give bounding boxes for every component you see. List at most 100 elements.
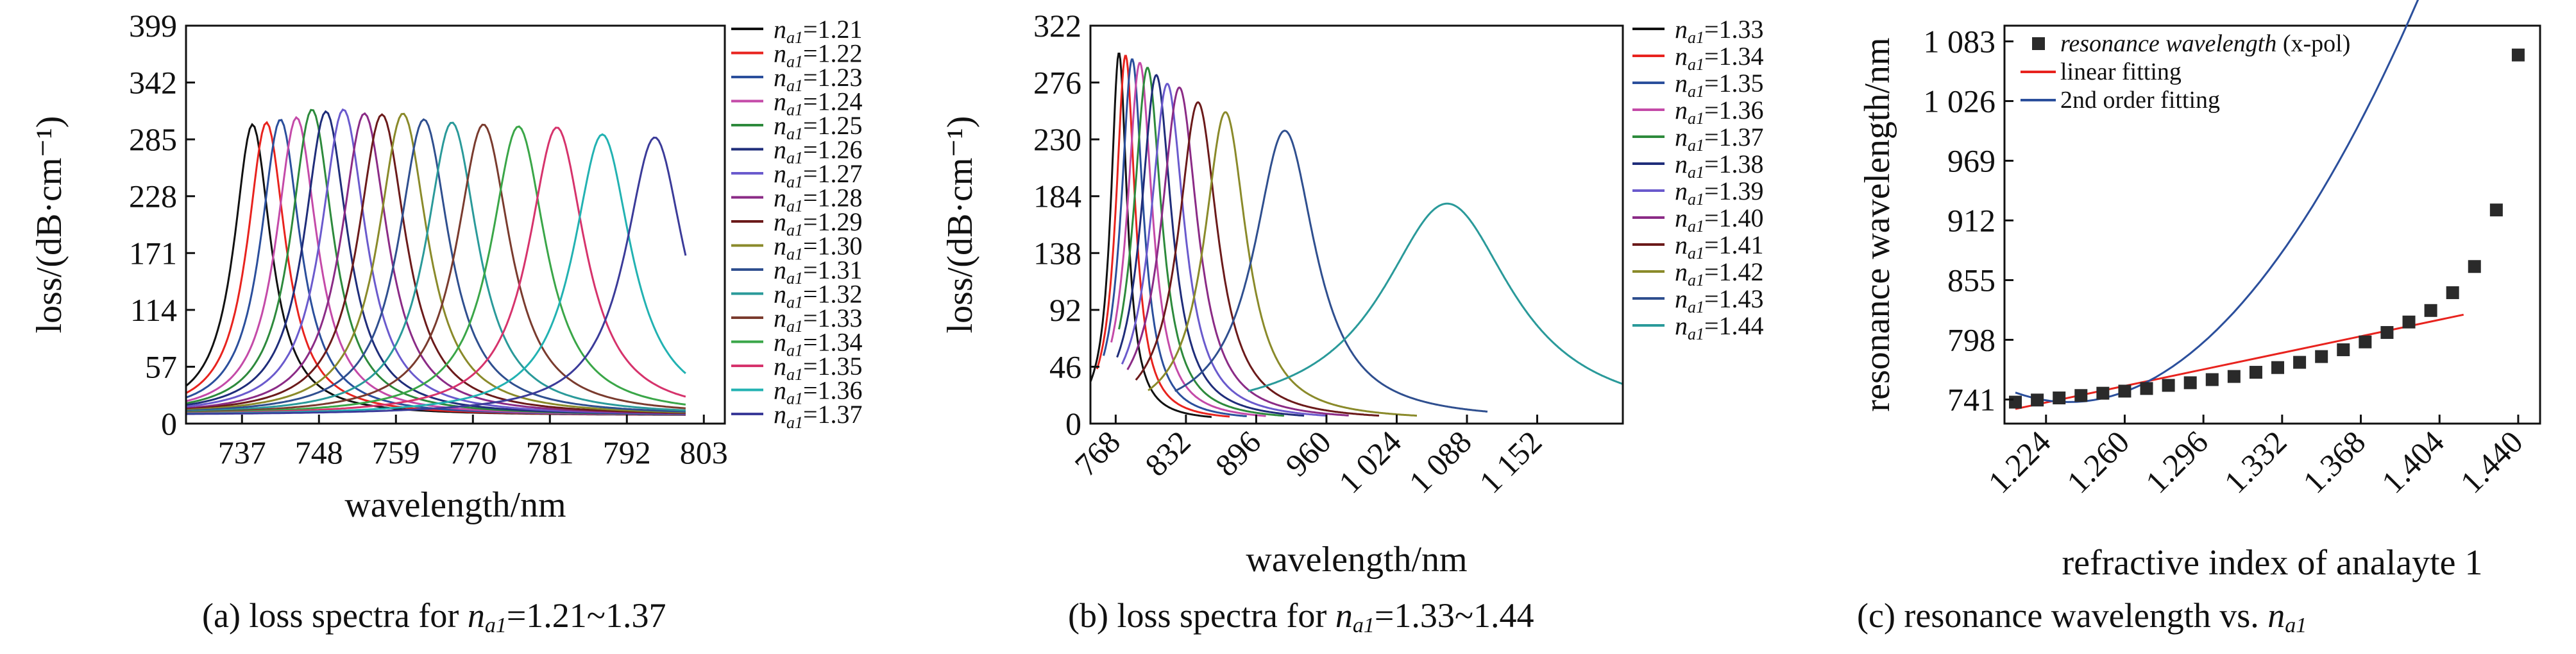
legend-label-b: na1=1.41 (1675, 230, 1764, 262)
data-point (2009, 395, 2022, 409)
legend-label-b: na1=1.37 (1675, 123, 1764, 155)
legend-label-b: na1=1.33 (1675, 15, 1764, 47)
y-tick-label-c: 741 (1947, 381, 1996, 417)
series-line-1.33 (186, 123, 686, 413)
legend-label-b: na1=1.43 (1675, 284, 1764, 316)
legend-label-b: na1=1.38 (1675, 150, 1764, 182)
y-axis-label-c: resonance wavelength/nm (1858, 37, 1897, 411)
data-point (2489, 203, 2503, 217)
y-tick-label-b: 46 (1049, 349, 1081, 384)
x-tick-label-a: 792 (603, 435, 651, 470)
series-line-1.34 (186, 125, 686, 414)
legend-label-a: na1=1.30 (774, 232, 863, 264)
plot-frame-b (1089, 24, 1624, 425)
y-tick-label-c: 1 083 (1924, 23, 1996, 59)
legend-label-a: na1=1.33 (774, 304, 863, 336)
x-tick-label-c: 1.332 (2217, 424, 2293, 500)
legend-label-a: na1=1.25 (774, 111, 863, 143)
series-line-1.35 (186, 126, 686, 415)
legend-label-a: na1=1.27 (774, 159, 863, 191)
legend-label-b: na1=1.42 (1675, 257, 1764, 289)
legend-label-a: na1=1.26 (774, 135, 863, 168)
series-line-1.39 (1121, 83, 1326, 417)
y-tick-label-b: 230 (1033, 121, 1081, 157)
legend-label-linear: linear fitting (2060, 58, 2182, 85)
data-point (2249, 366, 2262, 379)
series-line-1.32 (186, 121, 686, 413)
x-tick-label-a: 737 (218, 435, 266, 470)
data-point (2446, 286, 2459, 300)
series-line-1.38 (1116, 74, 1305, 417)
series-line-1.34 (1096, 55, 1230, 418)
legend-label-b: na1=1.44 (1675, 311, 1764, 343)
y-tick-label-b: 184 (1033, 178, 1081, 214)
data-point (2293, 356, 2307, 369)
series-line-1.29 (186, 113, 686, 414)
x-axis-label-a: wavelength/nm (344, 485, 566, 525)
y-tick-label-c: 969 (1947, 142, 1996, 178)
caption-b: (b) loss spectra for na1=1.33~1.44 (1068, 596, 1534, 637)
legend-marker-resonance (2032, 37, 2045, 50)
series-line-1.37 (1118, 67, 1285, 417)
y-tick-label-c: 1 026 (1924, 83, 1996, 119)
series-line-1.31 (186, 118, 686, 413)
legend-label-a: na1=1.31 (774, 255, 863, 288)
x-tick-label-a: 759 (372, 435, 420, 470)
data-point (2227, 370, 2241, 383)
legend-label-a: na1=1.36 (774, 376, 863, 408)
data-point (2337, 343, 2350, 356)
series-group-a (186, 108, 687, 416)
panel-c-resonance-wavelength: 741 798 855 912 969 1 026 1 083 1.224 1.260 1.296… (1858, 0, 2541, 583)
legend-label-b: na1=1.35 (1675, 69, 1764, 101)
legend-label-a: na1=1.29 (774, 207, 863, 239)
data-point (2359, 335, 2372, 349)
data-point (2315, 350, 2328, 363)
legend-label-a: na1=1.24 (774, 87, 863, 119)
data-point (2140, 382, 2153, 395)
legend-label-a: na1=1.35 (774, 352, 863, 384)
legend-label-b: na1=1.34 (1675, 42, 1764, 74)
y-tick-label-a: 285 (129, 121, 177, 157)
y-tick-label-c: 798 (1947, 322, 1996, 357)
y-axis-label-a: loss/(dB·cm⁻¹) (30, 116, 69, 334)
plot-frame-c (2003, 24, 2541, 425)
data-point (2468, 260, 2481, 273)
data-point (2074, 389, 2088, 402)
data-point (2031, 393, 2044, 407)
data-point (2053, 392, 2066, 405)
panel-a-loss-spectra: 0 57 114 171 228 285 342 399 737 748 759 770 781 792 8… (30, 8, 863, 525)
series-line-1.35 (1103, 58, 1247, 417)
y-tick-label-b: 138 (1033, 235, 1081, 271)
y-axis-label-b: loss/(dB·cm⁻¹) (940, 116, 980, 334)
legend-label-a: na1=1.23 (774, 63, 863, 95)
quadratic-fit-line (2015, 0, 2419, 403)
x-tick-label-a: 748 (295, 435, 343, 470)
x-tick-label-c: 1.224 (1981, 424, 2057, 500)
series-line-1.41 (1135, 101, 1380, 417)
y-tick-label-a: 171 (129, 235, 177, 271)
y-tick-label-a: 228 (129, 178, 177, 214)
y-tick-label-a: 114 (130, 292, 177, 328)
data-point (2162, 379, 2175, 392)
x-tick-label-b: 960 (1278, 424, 1338, 483)
x-tick-label-c: 1.368 (2296, 424, 2372, 500)
y-tick-label-c: 855 (1947, 262, 1996, 298)
caption-a: (a) loss spectra for na1=1.21~1.37 (202, 596, 666, 637)
series-group-b (1090, 53, 1623, 418)
x-tick-label-c: 1.260 (2060, 424, 2136, 500)
data-point (2271, 361, 2285, 374)
y-tick-label-b: 276 (1033, 65, 1081, 101)
data-point (2402, 315, 2416, 329)
data-point (2205, 373, 2219, 386)
x-tick-label-a: 781 (526, 435, 574, 470)
legend-label-a: na1=1.22 (774, 39, 863, 71)
x-tick-label-c: 1.440 (2453, 424, 2530, 500)
legend-label-b: na1=1.39 (1675, 176, 1764, 209)
x-tick-label-b: 896 (1208, 424, 1268, 483)
y-tick-label-a: 0 (161, 406, 177, 442)
data-point (2511, 48, 2525, 62)
y-tick-label-b: 322 (1033, 8, 1081, 44)
x-axis-label-c: refractive index of analayte 1 (2062, 543, 2482, 583)
x-tick-label-a: 770 (449, 435, 497, 470)
